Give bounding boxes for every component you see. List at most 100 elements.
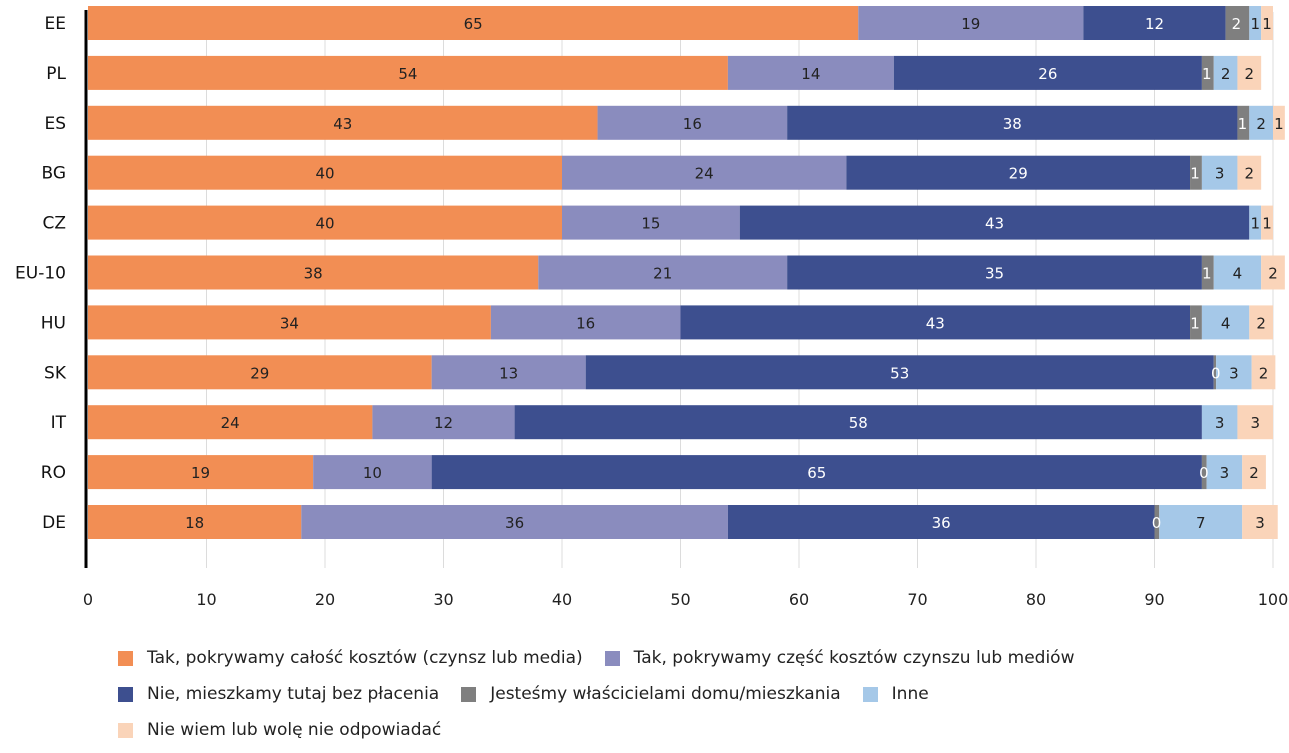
data-label: 1 [1274,115,1284,133]
legend-item-dont-know: Nie wiem lub wolę nie odpowiadać [118,720,441,740]
x-tick-label: 70 [907,590,927,609]
data-label: 34 [280,314,299,332]
bar-segment [1242,505,1278,539]
bar-segment [1190,155,1202,190]
data-label: 2 [1245,65,1255,83]
x-tick-label: 90 [1144,590,1164,609]
data-label: 43 [985,215,1004,233]
legend-label: Jesteśmy właścicielami domu/mieszkania [490,684,841,704]
bar-segment [1237,155,1262,190]
data-label: 1 [1190,165,1200,183]
category-label: CZ [42,214,66,234]
data-label: 3 [1250,414,1260,432]
data-label: 1 [1202,265,1212,283]
data-label: 29 [1009,165,1028,183]
data-label: 43 [333,115,352,133]
bar-segment [301,505,728,539]
data-label: 3 [1229,364,1239,382]
bar-segment [680,305,1191,340]
x-tick-label: 10 [196,590,216,609]
data-label: 10 [363,464,382,482]
data-label: 16 [683,115,702,133]
legend-swatch [118,722,133,738]
category-label: EU-10 [15,264,66,284]
data-label: 2 [1232,15,1242,33]
bar-segment [88,6,859,40]
legend-item-other: Inne [862,684,929,704]
bar-segment [1201,55,1214,90]
legend-item-full-costs: Tak, pokrywamy całość kosztów (czynsz lu… [118,648,583,668]
bar-segment [787,255,1202,290]
bar-segment [1261,255,1285,290]
x-tick-label: 20 [315,590,335,609]
bar-segment [431,355,586,390]
data-label: 3 [1255,514,1265,532]
data-label: 53 [890,364,909,382]
bar-segment [1237,105,1250,140]
legend: Tak, pokrywamy całość kosztów (czynsz lu… [118,640,1278,748]
data-label: 12 [434,414,453,432]
legend-swatch [461,686,477,702]
legend-item-owners: Jesteśmy właścicielami domu/mieszkania [461,684,841,704]
bar-segment [1213,355,1217,390]
x-tick-label: 50 [670,590,690,609]
data-label: 21 [653,265,672,283]
bar-segment [1249,305,1273,340]
bar-segment [88,405,373,440]
bar-segment [1225,6,1250,40]
bar-segment [562,205,740,240]
bar-segment [88,255,539,290]
bar-segment [1216,355,1252,390]
category-label: HU [41,313,66,333]
legend-label: Nie, mieszkamy tutaj bez płacenia [147,684,440,704]
x-tick-label: 80 [1026,590,1046,609]
legend-item-partial-costs: Tak, pokrywamy część kosztów czynszu lub… [604,648,1074,668]
bar-segment [1273,105,1285,140]
legend-row: Nie wiem lub wolę nie odpowiadać [118,712,1278,748]
bar-segment [1251,355,1276,390]
data-label: 1 [1250,15,1260,33]
data-label: 18 [185,514,204,532]
category-label: SK [44,363,67,383]
bar-segment [585,355,1214,390]
data-label: 0 [1152,514,1162,532]
data-label: 1 [1238,115,1248,133]
bar-segment [739,205,1250,240]
bar-segment [1206,455,1243,490]
data-label: 1 [1262,215,1272,233]
data-label: 40 [315,165,334,183]
bar-segment [88,505,302,539]
bar-segment [787,105,1238,140]
bar-segment [88,105,598,140]
data-label: 65 [807,464,826,482]
bar-segment [1249,205,1262,240]
bar-segment [1201,155,1238,190]
bar-segment [1213,55,1238,90]
legend-row: Nie, mieszkamy tutaj bez płacenia Jesteś… [118,676,1278,712]
data-label: 36 [932,514,951,532]
data-label: 0 [1199,464,1209,482]
data-label: 35 [985,265,1004,283]
x-tick-label: 100 [1258,590,1289,609]
gridlines [206,12,1274,568]
data-label: 24 [221,414,240,432]
data-label: 15 [641,215,660,233]
data-label: 24 [695,165,714,183]
bar-segment [1242,455,1266,490]
legend-label: Inne [891,684,929,704]
data-label: 2 [1259,364,1269,382]
category-label: BG [41,164,66,184]
bar-segment [1154,505,1160,539]
data-label: 38 [1003,115,1022,133]
bar-segment [431,455,1202,490]
data-label: 2 [1256,115,1266,133]
data-label: 43 [926,314,945,332]
data-label: 2 [1245,165,1255,183]
bar-segment [1201,455,1207,490]
bar-segment [1237,405,1273,440]
data-label: 54 [398,65,417,83]
bar-segment [313,455,432,490]
bar-segment [562,155,847,190]
data-label: 65 [464,15,483,33]
legend-swatch [118,650,133,666]
